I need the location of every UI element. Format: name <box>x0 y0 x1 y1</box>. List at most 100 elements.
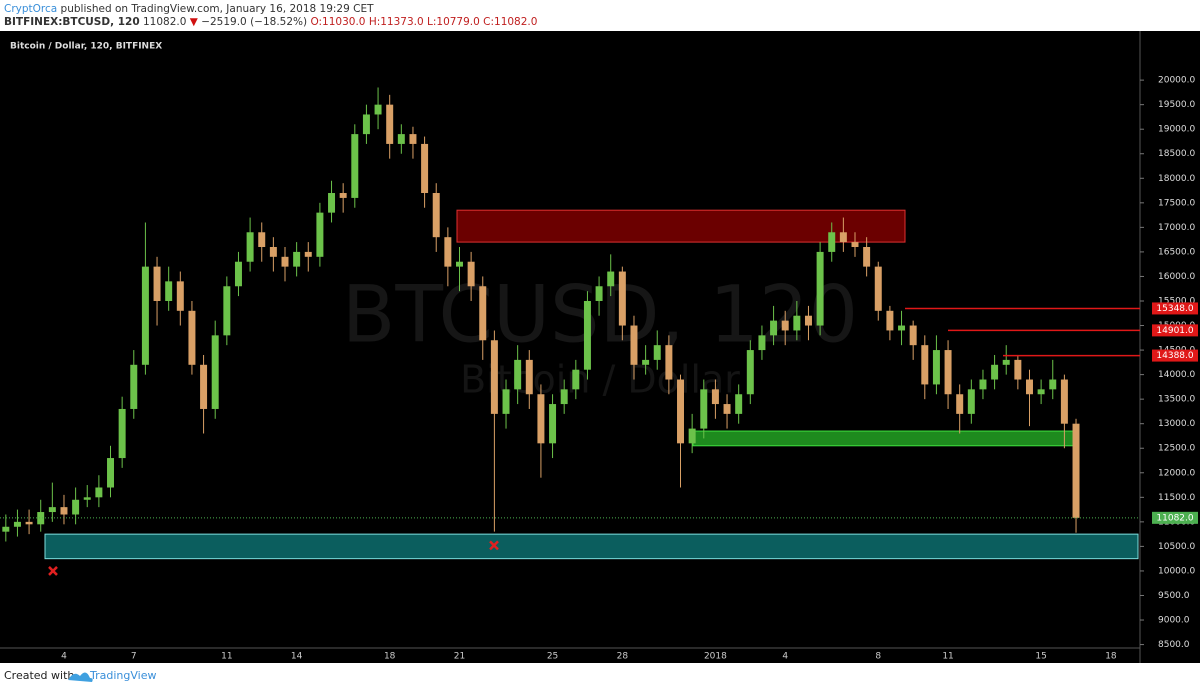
candle-body <box>583 300 591 370</box>
candle-body <box>735 394 743 414</box>
candle-body <box>444 237 452 267</box>
candle-body <box>653 345 661 360</box>
candle-body <box>502 389 510 414</box>
candle-body <box>293 251 301 267</box>
y-tick-label: 16500.0 <box>1158 247 1195 257</box>
candle-body <box>269 246 277 257</box>
candle-body <box>130 364 138 409</box>
x-tick-label: 18 <box>1105 652 1117 662</box>
candle-body <box>781 320 789 331</box>
candle-body <box>851 242 859 247</box>
x-tick-label: 7 <box>131 652 137 662</box>
candle-body <box>188 310 196 365</box>
x-tick-label: 2018 <box>704 652 727 662</box>
x-tick-label: 14 <box>291 652 303 662</box>
candle-body <box>107 458 114 488</box>
candle-body <box>362 114 370 135</box>
y-tick-label: 10000.0 <box>1158 566 1195 576</box>
candle-body <box>886 310 894 331</box>
chart-title: Bitcoin / Dollar, 120, BITFINEX <box>10 42 162 52</box>
candle-body <box>72 499 80 515</box>
candle-body <box>374 104 382 115</box>
footer-created: Created with <box>4 669 74 682</box>
candle-body <box>490 340 498 414</box>
candle-body <box>677 379 684 444</box>
candle-body <box>828 232 836 252</box>
candle-body <box>13 521 21 527</box>
zone <box>44 533 1139 560</box>
published: published on TradingView.com, January 16… <box>61 3 375 15</box>
y-tick-label: 16000.0 <box>1158 272 1195 282</box>
candle-body <box>560 389 568 405</box>
y-tick-label: 9000.0 <box>1158 616 1190 626</box>
candle-body <box>83 497 91 500</box>
candle-body <box>48 507 56 513</box>
symbol: BITFINEX:BTCUSD, 120 <box>4 16 140 28</box>
candle-body <box>863 246 871 267</box>
candle-body <box>746 350 754 395</box>
candle-body <box>979 379 987 390</box>
candle-body <box>1002 359 1010 365</box>
y-tick-label: 17500.0 <box>1158 198 1195 208</box>
last-price-tag <box>1152 511 1198 524</box>
candle-body <box>618 271 626 326</box>
candle-body <box>688 428 696 444</box>
candle-body <box>804 315 812 326</box>
candle-body <box>839 232 847 243</box>
candle-body <box>118 408 126 459</box>
x-tick-label: 15 <box>1035 652 1046 662</box>
candle-body <box>991 364 999 380</box>
x-marker <box>489 540 499 551</box>
candle-body <box>1072 423 1080 518</box>
arrow: ▼ <box>190 16 199 28</box>
candle-body <box>386 104 394 144</box>
candle-body <box>537 394 545 444</box>
x-marker <box>48 566 58 576</box>
candle-body <box>2 526 10 532</box>
candle-body <box>525 359 533 395</box>
candle-body <box>304 251 312 257</box>
candle-body <box>258 232 266 247</box>
candle-body <box>642 359 650 365</box>
candle-body <box>328 193 336 213</box>
candle-body <box>456 261 463 267</box>
x-tick-label: 8 <box>875 652 881 662</box>
candle-body <box>549 404 557 444</box>
candle-body <box>467 261 475 287</box>
candle-body <box>874 266 882 311</box>
candle-body <box>141 266 149 365</box>
level-tag <box>1152 324 1198 337</box>
candle-body <box>1049 379 1057 390</box>
x-tick-label: 4 <box>61 652 67 662</box>
candle-body <box>630 325 638 365</box>
watermark-sub: Bitcoin / Dollar <box>460 358 740 402</box>
y-tick-label: 20000.0 <box>1158 76 1195 86</box>
x-tick-label: 21 <box>454 652 465 662</box>
candle-body <box>153 266 161 301</box>
footer-brand[interactable]: TradingView <box>89 669 156 682</box>
candle-body <box>932 350 940 385</box>
x-tick-label: 11 <box>221 652 232 662</box>
y-tick-label: 12000.0 <box>1158 468 1195 478</box>
candle-body <box>921 345 929 385</box>
candle-body <box>25 521 33 525</box>
y-tick-label: 13500.0 <box>1158 395 1195 405</box>
header-line: CryptOrca published on TradingView.com, … <box>4 3 374 15</box>
candle-body <box>165 281 173 301</box>
symbol-line: BITFINEX:BTCUSD, 120 11082.0 ▼ −2519.0 (… <box>4 16 537 28</box>
zone <box>456 209 906 243</box>
candle-body <box>176 281 184 311</box>
candle-body <box>793 315 801 331</box>
candle-body <box>723 404 731 414</box>
author[interactable]: CryptOrca <box>4 3 57 15</box>
candle-body <box>1037 389 1045 395</box>
candle-body <box>60 507 68 515</box>
candle-body <box>758 335 766 351</box>
x-tick-label: 28 <box>617 652 629 662</box>
zone <box>692 430 1076 447</box>
y-tick-label: 9500.0 <box>1158 591 1190 601</box>
y-tick-label: 17000.0 <box>1158 223 1195 233</box>
candle-body <box>223 286 231 336</box>
last-price-label: 11082.0 <box>1156 513 1193 523</box>
